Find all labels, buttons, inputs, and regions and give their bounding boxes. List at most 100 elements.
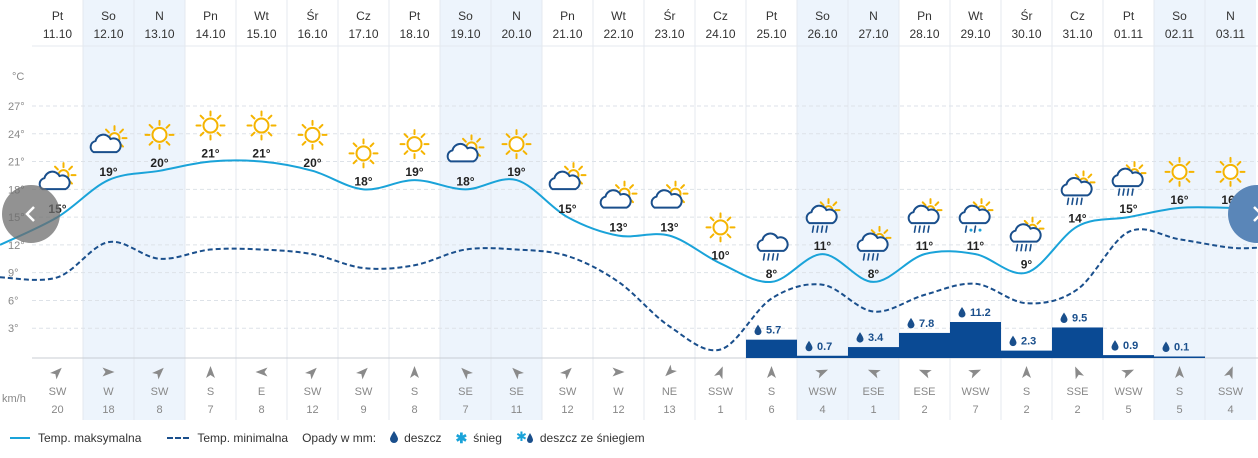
sun-ray [119,128,124,134]
sun-ray [709,216,715,222]
rain-stroke [964,225,968,233]
wind-row: SW20W18SW8S7E8SW12SW9S8SE7SE11SW12W12NE1… [49,364,1244,416]
day-abbr: N [869,9,878,23]
arrow-shape [50,367,62,380]
cloud-shape [907,204,940,225]
sun-ray [934,201,940,207]
wind-arrow-icon [206,366,215,378]
sun-ray [199,131,205,137]
wind-arrow-icon [1175,366,1184,378]
rain-snow-icon [958,198,994,233]
previous-days-button[interactable] [2,185,60,243]
legend-mix: ✱ deszcz ze śniegiem [516,430,645,446]
wind-arrow-icon [356,367,368,380]
sun-cloud-rain-icon [856,225,892,261]
chevron-left-icon [25,206,35,222]
snow-dot [978,228,982,232]
day-abbr: Pn [560,9,575,23]
wind-speed: 4 [819,404,825,416]
sun-ray [267,131,273,137]
day-abbr: Śr [664,8,676,23]
sun-ray [819,201,825,207]
sun-ray [505,133,511,139]
sun-ray [726,216,732,222]
rain-stroke [867,253,870,261]
arrow-shape [206,366,215,378]
day-date: 30.10 [1011,27,1041,41]
arrow-shape [815,369,829,379]
arrow-shape [305,367,317,380]
precip-bar [1001,350,1052,358]
wind-direction: S [768,386,775,398]
max-temp-label: 20° [150,156,168,170]
sun-ray [352,159,358,165]
raindrop-icon [1111,340,1119,351]
raindrop-icon [907,317,915,329]
max-temp-label: 13° [609,221,627,235]
partly-cloudy-icon [548,162,587,191]
max-temp-label: 18° [456,174,474,188]
sun-ray [883,229,889,234]
rain-stroke [871,253,875,261]
wind-speed: 1 [870,404,876,416]
arrow-shape [255,367,268,377]
arrow-shape [560,367,572,380]
raindrop-icon [1162,341,1170,353]
sun-ray [615,184,620,189]
precip-label: 0.7 [817,341,832,353]
wind-arrow-icon [612,367,625,377]
wind-arrow-icon [1224,366,1233,380]
sun-ray [267,114,273,120]
sun-ray [1074,173,1080,179]
wind-speed: 7 [207,404,213,416]
wind-speed: 7 [462,404,468,416]
sun-disc [1171,163,1188,180]
sun-ray [1087,173,1093,179]
sun-ray [832,201,838,207]
sun-ray [216,114,222,120]
day-date: 21.10 [552,27,582,41]
rain-stroke [1066,197,1070,206]
raindrop-icon [805,340,813,352]
arrow-shape [714,366,723,380]
sun-cloud-rain-icon [1009,216,1045,252]
sun-ray [1138,164,1144,170]
cloud-shape [446,142,479,163]
arrow-shape [152,367,164,380]
day-abbr: Wt [611,9,626,23]
wind-direction: ESE [862,386,884,398]
wind-direction: S [1023,386,1030,398]
wind-arrow-icon [918,369,932,379]
day-date: 20.10 [501,27,531,41]
raindrop-icon [856,332,864,343]
wind-speed: 12 [612,404,624,416]
precip-label: 0.9 [1123,340,1138,352]
day-date: 17.10 [348,27,378,41]
max-temp-label: 21° [201,147,219,161]
day-abbr: Pt [766,9,778,23]
day-abbr: N [1226,9,1235,23]
legend-precip-title: Opady w mm: [302,431,377,445]
max-temp-label: 9° [1021,258,1033,272]
wind-unit: km/h [2,393,26,405]
wind-direction: SSW [708,386,734,398]
sun-ray [352,142,358,148]
precip-bar [746,339,797,358]
sun-icon [1215,156,1246,187]
arrow-shape [918,369,932,379]
sun-ray [1168,160,1174,166]
wind-arrow-icon [50,367,62,380]
weekend-column [491,0,542,420]
cloud-shape [89,133,122,154]
rain-stroke [913,225,917,233]
day-date: 13.10 [144,27,174,41]
y-tick-label: 12° [8,240,25,252]
precip-bar [848,347,899,358]
max-temp-label: 15° [1119,202,1137,216]
sun-ray [985,201,991,207]
rain-stroke [1126,188,1130,196]
day-date: 23.10 [654,27,684,41]
sun-ray [578,165,583,171]
rain-stroke [1122,188,1125,196]
day-date: 27.10 [858,27,888,41]
